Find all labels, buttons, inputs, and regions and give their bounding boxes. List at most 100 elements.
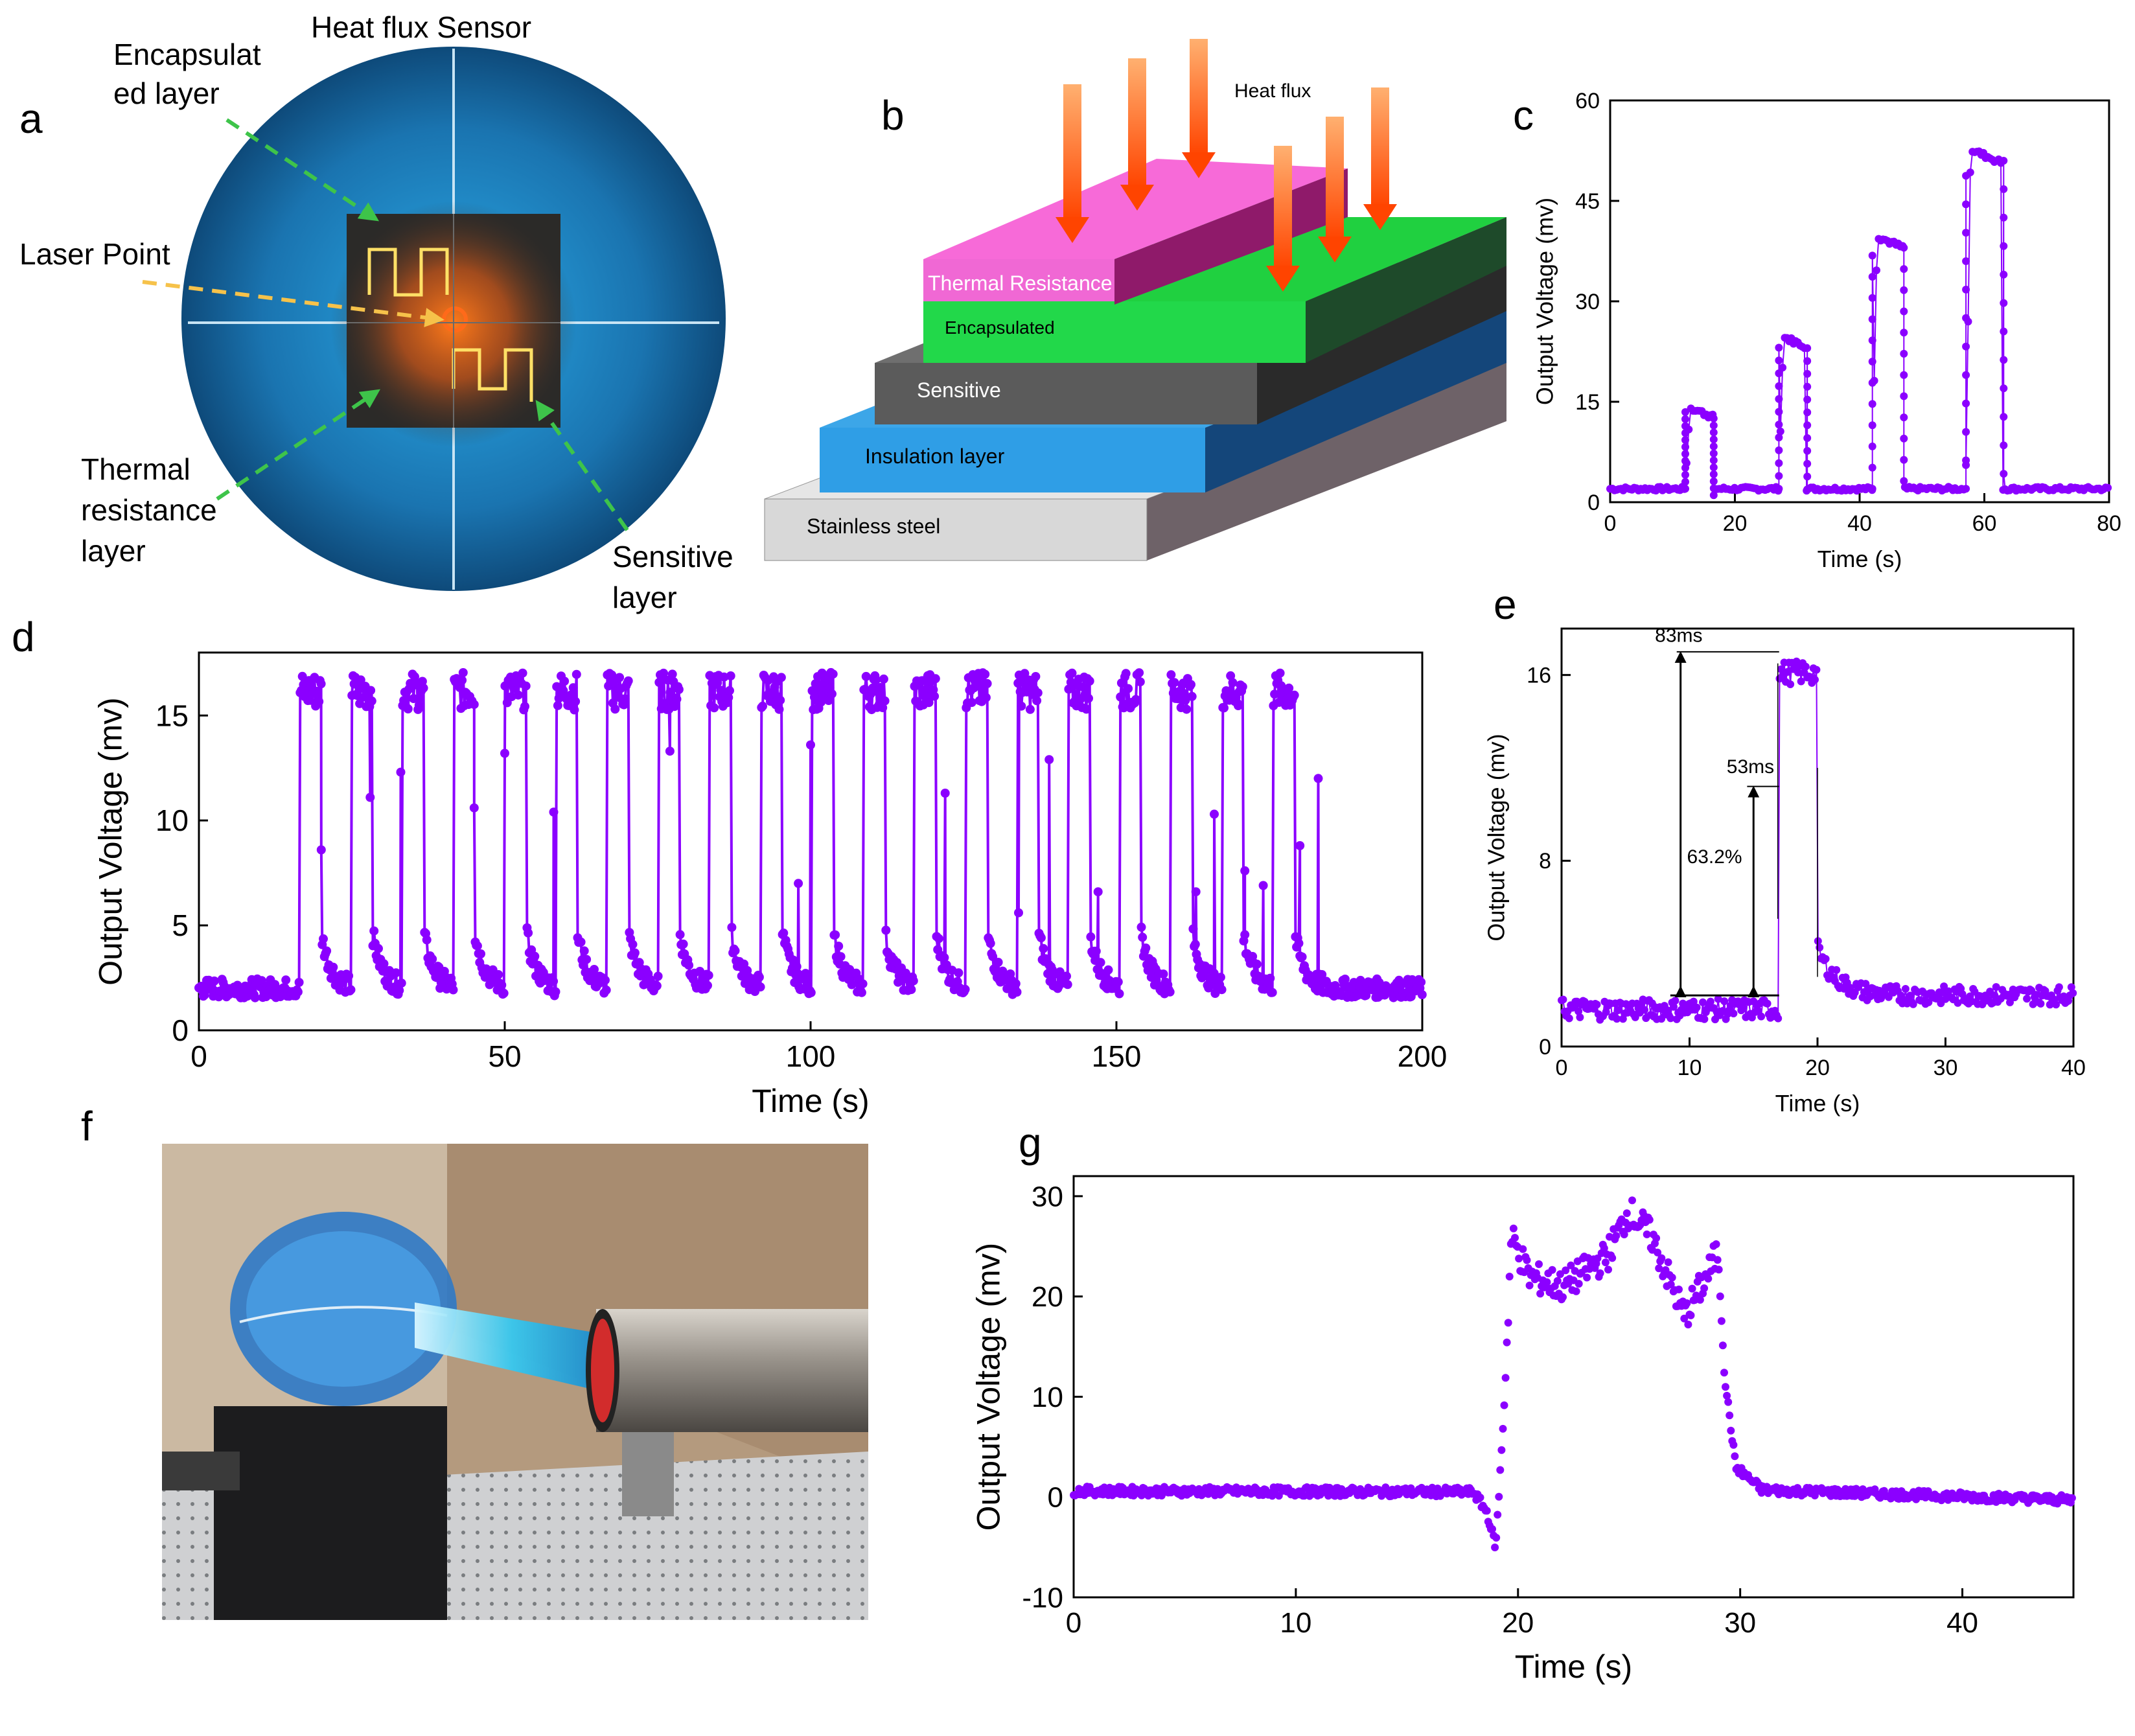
data-point (1962, 456, 1970, 465)
x-tick-label: 20 (1805, 1056, 1830, 1080)
data-point (1645, 1216, 1654, 1224)
data-point (1775, 472, 1783, 480)
data-point (930, 691, 940, 701)
data-point (322, 946, 332, 956)
data-point (1868, 463, 1876, 472)
data-point (530, 951, 540, 961)
data-point (1210, 809, 1219, 819)
data-point (934, 934, 943, 943)
x-tick-label: 150 (1092, 1039, 1142, 1073)
data-point (1700, 1015, 1709, 1023)
data-point (1553, 1277, 1562, 1285)
data-point (1962, 314, 1970, 322)
data-point (930, 674, 940, 684)
heat-arrow-icon (1182, 39, 1216, 178)
data-point (875, 682, 885, 692)
data-point (1039, 943, 1048, 953)
data-point (374, 943, 383, 953)
x-tick-label: 0 (1556, 1056, 1568, 1080)
data-point (1681, 450, 1689, 458)
data-point (1709, 463, 1718, 472)
data-point (1713, 1256, 1722, 1264)
data-point (620, 694, 630, 704)
data-point (1543, 1278, 1551, 1286)
data-point (1803, 485, 1812, 494)
data-point (1803, 459, 1812, 468)
data-point (710, 703, 719, 713)
data-point (1580, 997, 1589, 1006)
data-point (1681, 415, 1689, 423)
data-point (1505, 1273, 1514, 1280)
heat-flux-label: Heat flux (1234, 80, 1311, 102)
data-point (1779, 364, 1787, 372)
y-tick-label: 15 (1575, 390, 1600, 415)
data-point (520, 702, 529, 712)
data-point (1265, 973, 1275, 983)
data-point (1165, 987, 1175, 997)
x-tick-label: 50 (488, 1039, 521, 1073)
data-point (366, 686, 376, 695)
data-point (1667, 1280, 1675, 1289)
data-point (1562, 1266, 1570, 1275)
data-point (1496, 1466, 1505, 1474)
data-point (570, 705, 579, 715)
data-point (1709, 456, 1718, 465)
data-point (518, 668, 527, 678)
data-point (674, 685, 684, 694)
data-point (1146, 973, 1156, 982)
data-point (1775, 343, 1783, 352)
y-tick-label: 10 (1032, 1382, 1063, 1413)
data-point (861, 671, 871, 681)
data-point (1900, 286, 1908, 294)
data-point (630, 948, 640, 958)
data-point (1775, 369, 1783, 378)
data-point (313, 689, 323, 699)
data-point (713, 678, 722, 688)
x-tick-label: 30 (1724, 1607, 1756, 1639)
data-point (1622, 1209, 1631, 1218)
data-point (1226, 671, 1236, 680)
data-point (1962, 342, 1970, 351)
data-point (2069, 989, 2077, 997)
data-point (1559, 995, 1567, 1004)
data-point (1217, 985, 1227, 995)
x-tick-label: 40 (1946, 1607, 1978, 1639)
data-point (1687, 1311, 1695, 1319)
data-point (1620, 1231, 1628, 1238)
data-point (1628, 1196, 1636, 1205)
data-point (472, 941, 482, 951)
panel-b: b Heat flux Thermal Resistance Encapsula… (764, 39, 1507, 561)
data-point (1900, 413, 1908, 422)
data-point (1017, 701, 1026, 711)
heat-arrow-icon (1363, 87, 1397, 230)
data-point (469, 700, 479, 710)
data-point (1900, 329, 1908, 337)
label-sensitive-2: layer (612, 581, 677, 614)
data-point (422, 935, 432, 945)
layer-label-3: Insulation layer (865, 445, 1005, 468)
x-tick-label: 30 (1933, 1056, 1958, 1080)
data-point (1868, 485, 1876, 493)
x-tick-label: 0 (1066, 1607, 1081, 1639)
data-point (1495, 1492, 1503, 1501)
data-point (1681, 422, 1689, 430)
data-point (940, 953, 949, 962)
data-point (1794, 668, 1802, 677)
x-axis-label: Time (s) (752, 1083, 869, 1119)
data-point (1709, 421, 1718, 430)
data-point (1776, 427, 1784, 435)
data-point (803, 971, 813, 980)
data-point (403, 704, 413, 713)
data-point (908, 976, 918, 986)
data-point (2068, 1494, 2076, 1502)
data-point (1608, 1254, 1617, 1262)
data-point (1055, 967, 1065, 977)
data-point (1492, 1534, 1501, 1542)
data-point (725, 686, 734, 695)
data-point (1031, 672, 1041, 681)
data-point (2023, 995, 2031, 1003)
y-tick-label: 20 (1032, 1281, 1063, 1313)
panel-a: a Heat flux Sensor Encapsulat ed layer L… (19, 10, 733, 614)
data-point (344, 971, 354, 980)
